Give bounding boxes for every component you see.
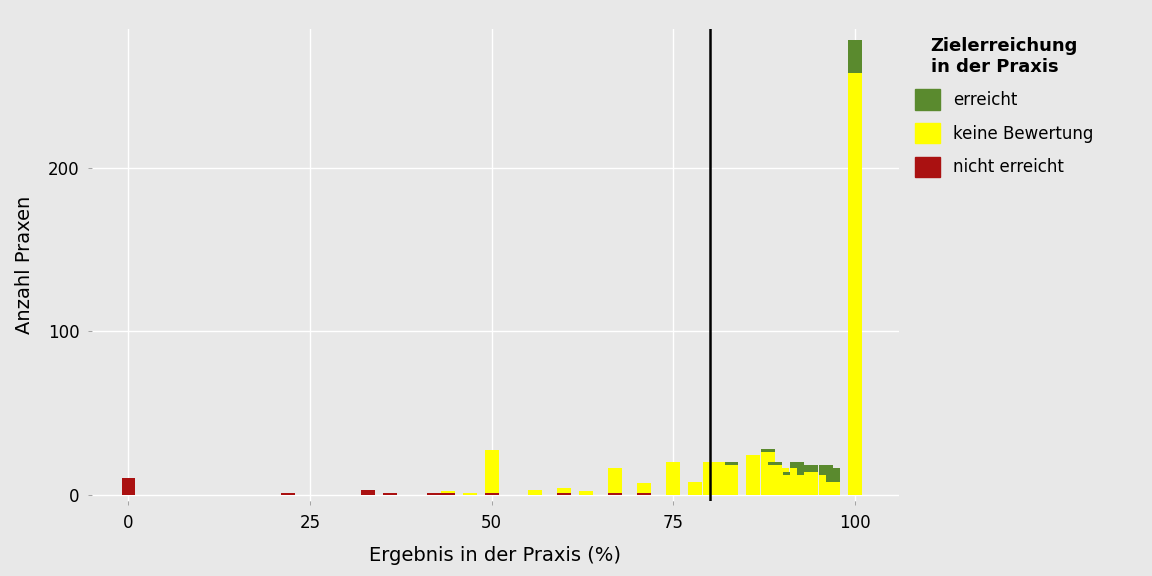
- Bar: [485, 493, 499, 495]
- X-axis label: Ergebnis in der Praxis (%): Ergebnis in der Praxis (%): [370, 545, 621, 564]
- Bar: [797, 465, 811, 475]
- Bar: [848, 73, 862, 495]
- Bar: [529, 490, 543, 495]
- Bar: [667, 462, 680, 495]
- Bar: [688, 482, 702, 495]
- Bar: [760, 449, 774, 452]
- Bar: [760, 452, 774, 495]
- Y-axis label: Anzahl Praxen: Anzahl Praxen: [15, 196, 35, 334]
- Bar: [579, 491, 593, 495]
- Bar: [725, 465, 738, 495]
- Bar: [122, 478, 136, 495]
- Bar: [826, 482, 840, 495]
- Bar: [384, 493, 397, 495]
- Bar: [463, 493, 477, 495]
- Bar: [558, 488, 571, 493]
- Bar: [790, 462, 804, 468]
- Bar: [441, 493, 455, 495]
- Bar: [782, 475, 796, 495]
- Bar: [608, 468, 622, 493]
- Bar: [362, 490, 376, 495]
- Bar: [725, 462, 738, 465]
- Bar: [637, 483, 651, 493]
- Legend: erreicht, keine Bewertung, nicht erreicht: erreicht, keine Bewertung, nicht erreich…: [915, 37, 1093, 177]
- Bar: [768, 462, 782, 465]
- Bar: [608, 493, 622, 495]
- Bar: [819, 465, 833, 475]
- Bar: [804, 465, 818, 472]
- Bar: [790, 468, 804, 495]
- Bar: [826, 468, 840, 482]
- Bar: [703, 462, 717, 495]
- Bar: [485, 450, 499, 493]
- Bar: [804, 472, 818, 495]
- Bar: [819, 475, 833, 495]
- Bar: [558, 493, 571, 495]
- Bar: [426, 493, 440, 495]
- Bar: [768, 465, 782, 495]
- Bar: [746, 456, 760, 495]
- Bar: [441, 491, 455, 493]
- Bar: [718, 462, 732, 495]
- Bar: [782, 472, 796, 475]
- Bar: [848, 40, 862, 73]
- Bar: [281, 493, 295, 495]
- Bar: [775, 468, 789, 495]
- Bar: [637, 493, 651, 495]
- Bar: [797, 475, 811, 495]
